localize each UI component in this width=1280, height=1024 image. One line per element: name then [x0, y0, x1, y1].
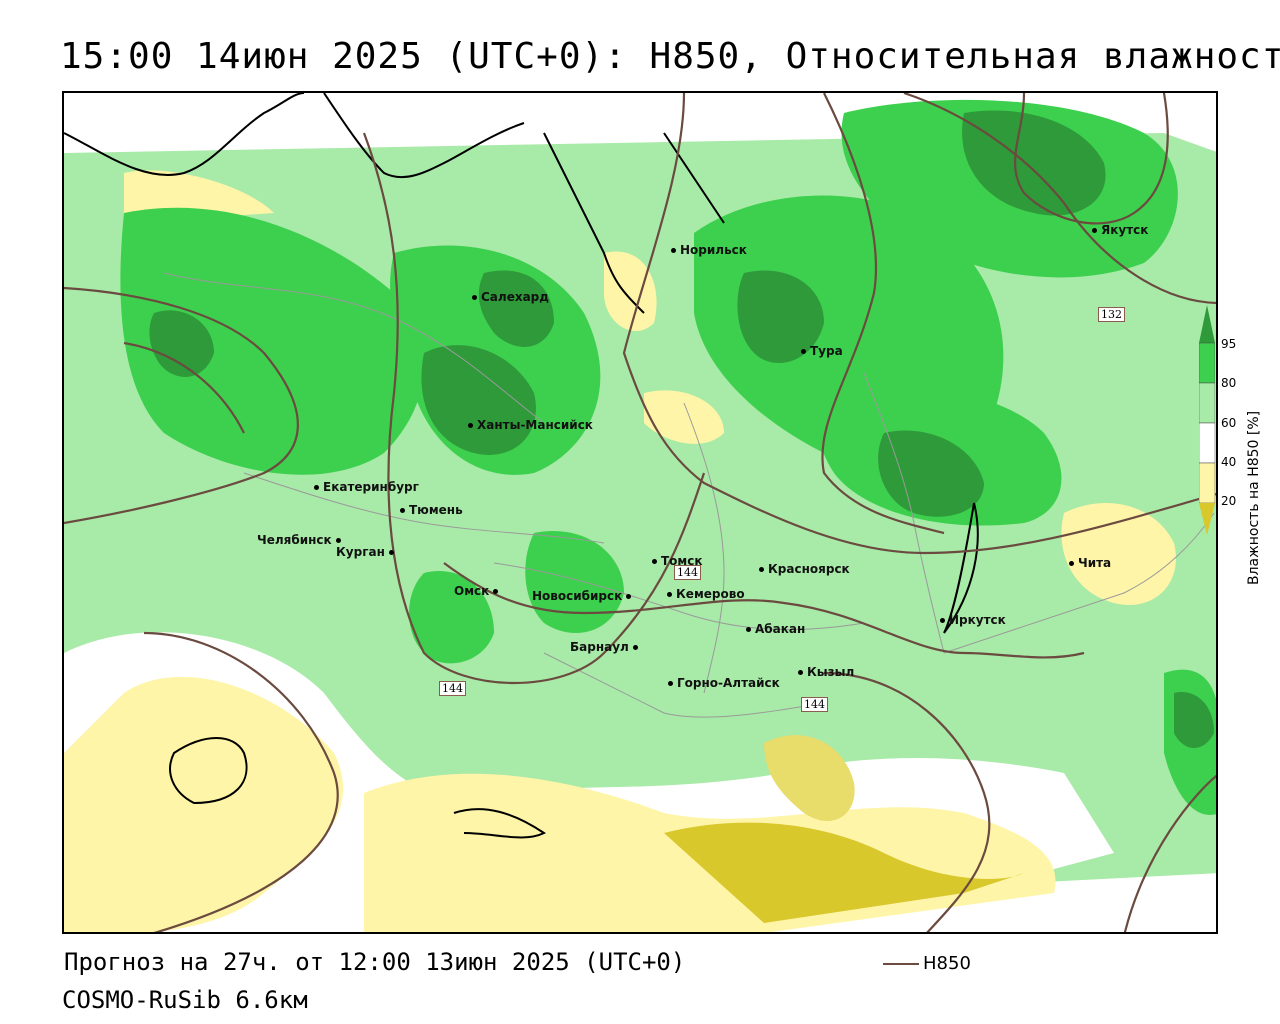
isoline-label: 132: [1098, 307, 1125, 322]
isoline-label: 144: [439, 681, 466, 696]
city-label: Тюмень: [400, 503, 463, 517]
city-dot-icon: [667, 592, 672, 597]
colorbar-20-40: [1199, 462, 1215, 504]
coastlines: [64, 93, 979, 839]
h850-isolines: [64, 93, 1216, 932]
city-dot-icon: [314, 485, 319, 490]
city-label: Якутск: [1092, 223, 1148, 237]
city-label: Красноярск: [759, 562, 850, 576]
colorbar-tick: 95: [1221, 337, 1237, 351]
colorbar-60-80: [1199, 382, 1215, 424]
forecast-info: Прогноз на 27ч. от 12:00 13июн 2025 (UTC…: [64, 948, 686, 976]
city-label: Томск: [652, 554, 703, 568]
city-dot-icon: [746, 627, 751, 632]
city-label: Салехард: [472, 290, 549, 304]
city-dot-icon: [400, 508, 405, 513]
map-title: 15:00 14июн 2025 (UTC+0): H850, Относите…: [60, 36, 1280, 77]
humidity-colorbar: [1199, 305, 1215, 535]
city-label: Кызыл: [798, 665, 854, 679]
city-dot-icon: [668, 681, 673, 686]
city-label: Горно-Алтайск: [668, 676, 780, 690]
colorbar-title: Влажность на H850 [%]: [1246, 410, 1262, 585]
colorbar-over95: [1199, 305, 1215, 343]
city-dot-icon: [801, 349, 806, 354]
colorbar-tick: 60: [1221, 416, 1237, 430]
model-name: COSMO-RuSib 6.6км: [62, 986, 308, 1014]
colorbar-tick: 80: [1221, 376, 1237, 390]
city-label: Новосибирск: [532, 589, 635, 603]
isoline-legend: H850: [883, 953, 971, 974]
region-boundaries: [163, 272, 1215, 718]
city-dot-icon: [759, 567, 764, 572]
humidity-field: [64, 93, 1216, 932]
city-label: Курган: [336, 545, 398, 559]
city-label: Барнаул: [570, 640, 642, 654]
city-dot-icon: [335, 538, 341, 543]
legend-label: H850: [923, 953, 971, 974]
city-dot-icon: [632, 645, 638, 650]
city-label: Абакан: [746, 622, 805, 636]
city-label: Омск: [454, 584, 502, 598]
city-label: Чита: [1069, 556, 1111, 570]
colorbar-under20: [1199, 503, 1215, 535]
city-label: Иркутск: [940, 613, 1006, 627]
city-dot-icon: [472, 295, 477, 300]
colorbar-80-95: [1199, 342, 1215, 384]
city-dot-icon: [1069, 561, 1074, 566]
forecast-map: 132 144 144 144 Норильск Якутск Салехард…: [62, 91, 1218, 934]
city-dot-icon: [626, 594, 632, 599]
city-dot-icon: [652, 559, 657, 564]
city-label: Тура: [801, 344, 843, 358]
city-label: Челябинск: [257, 533, 345, 547]
colorbar-40-60: [1199, 422, 1215, 464]
isoline-label: 144: [674, 565, 701, 580]
colorbar-tick: 40: [1221, 455, 1237, 469]
city-label: Ханты-Мансийск: [468, 418, 593, 432]
isoline-label: 144: [801, 697, 828, 712]
city-dot-icon: [940, 618, 945, 623]
city-dot-icon: [468, 423, 473, 428]
colorbar-tick: 20: [1221, 494, 1237, 508]
city-label: Кемерово: [667, 587, 745, 601]
city-label: Норильск: [671, 243, 747, 257]
legend-line-icon: [883, 962, 919, 965]
city-dot-icon: [1092, 228, 1097, 233]
city-label: Екатеринбург: [314, 480, 419, 494]
city-dot-icon: [388, 550, 394, 555]
city-dot-icon: [798, 670, 803, 675]
city-dot-icon: [493, 589, 499, 594]
city-dot-icon: [671, 248, 676, 253]
